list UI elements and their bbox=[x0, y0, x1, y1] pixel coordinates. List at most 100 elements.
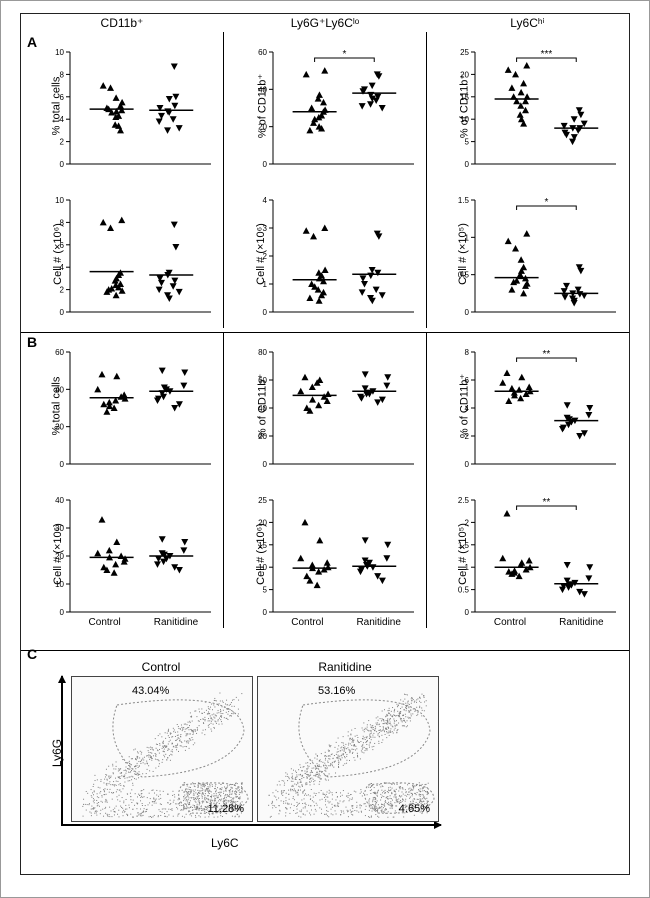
facs-title-1: Control bbox=[71, 660, 251, 674]
plot-cell: 0246810Cell # (×10⁶) bbox=[21, 180, 224, 328]
x-label: Ranitidine bbox=[343, 617, 414, 628]
svg-text:2: 2 bbox=[60, 286, 65, 295]
y-axis-label: Cell # (×10⁵) bbox=[457, 223, 469, 285]
svg-text:1.5: 1.5 bbox=[458, 196, 470, 205]
y-axis-label: % of CD11b⁺ bbox=[458, 374, 471, 438]
x-label: Control bbox=[474, 617, 545, 628]
vsep bbox=[426, 32, 427, 328]
vsep bbox=[223, 32, 224, 328]
facs-plot: 43.04% 11.28% bbox=[71, 676, 253, 822]
svg-text:10: 10 bbox=[55, 48, 64, 57]
facs-plot: 53.16% 4.65% bbox=[257, 676, 439, 822]
row-a1: 0246810 % total cells 0204060* % of CD11b⁺… bbox=[21, 32, 629, 180]
svg-text:0: 0 bbox=[60, 160, 65, 169]
facs-upper-pct: 53.16% bbox=[318, 685, 355, 697]
svg-text:8: 8 bbox=[465, 348, 470, 357]
x-label: Ranitidine bbox=[140, 617, 211, 628]
plot-cell: 00.511.522.5** Cell # (×10⁵) bbox=[426, 480, 629, 628]
svg-text:**: ** bbox=[543, 349, 551, 360]
strip-plot: 020406080 bbox=[272, 352, 414, 470]
section-label-c: C bbox=[27, 646, 37, 662]
col-header-2: Ly6G⁺Ly6Cˡᵒ bbox=[291, 16, 360, 30]
svg-text:**: ** bbox=[543, 497, 551, 508]
svg-text:80: 80 bbox=[258, 348, 267, 357]
y-axis-label: Cell # (×10⁶) bbox=[52, 523, 64, 585]
svg-text:60: 60 bbox=[55, 348, 64, 357]
svg-text:60: 60 bbox=[258, 48, 267, 57]
svg-text:4: 4 bbox=[262, 196, 267, 205]
x-arrow bbox=[61, 824, 441, 826]
x-label: Control bbox=[69, 617, 140, 628]
strip-plot: 01234 bbox=[272, 200, 414, 318]
plot-cell: 0510152025 Cell # (×10⁶) bbox=[224, 480, 427, 628]
svg-text:0: 0 bbox=[60, 460, 65, 469]
strip-plot: 0246810 bbox=[69, 52, 211, 170]
strip-plot: 00.511.522.5** bbox=[474, 500, 616, 618]
svg-text:*: * bbox=[342, 49, 346, 60]
svg-text:2: 2 bbox=[60, 138, 65, 147]
content-box: CD11b⁺ Ly6G⁺Ly6Cˡᵒ Ly6Cʰⁱ A 0246810% tot… bbox=[20, 13, 630, 875]
c-xlabel: Ly6C bbox=[211, 836, 239, 850]
plot-cell: 00.511.5* Cell # (×10⁵) bbox=[426, 180, 629, 328]
svg-text:2.5: 2.5 bbox=[458, 496, 470, 505]
y-axis-label: Cell # (×10⁶) bbox=[52, 223, 64, 285]
svg-text:0: 0 bbox=[60, 608, 65, 617]
strip-plot: 010203040 bbox=[69, 500, 211, 618]
svg-text:*: * bbox=[545, 197, 549, 208]
panel-b: B 0204060% total cells 020406080% of CD1… bbox=[21, 332, 629, 628]
svg-text:5: 5 bbox=[262, 586, 267, 595]
plot-cell: 0204060 % total cells bbox=[21, 332, 224, 480]
svg-text:25: 25 bbox=[460, 48, 469, 57]
vsep bbox=[223, 332, 224, 628]
svg-text:0: 0 bbox=[262, 460, 267, 469]
y-axis-label: % total cells bbox=[50, 77, 62, 136]
plot-cell: 0510152025***% of CD11b⁺ bbox=[426, 32, 629, 180]
svg-text:0: 0 bbox=[60, 308, 65, 317]
svg-text:0: 0 bbox=[465, 160, 470, 169]
facs-lower-pct: 4.65% bbox=[399, 803, 430, 815]
row-b2: 010203040 Cell # (×10⁶) 0510152025 Cell # … bbox=[21, 480, 629, 628]
y-axis-label: % of CD11b⁺ bbox=[255, 74, 268, 138]
col-header-1: CD11b⁺ bbox=[101, 16, 144, 30]
svg-text:0: 0 bbox=[465, 308, 470, 317]
svg-text:***: *** bbox=[541, 49, 553, 60]
strip-plot: 00.511.5* bbox=[474, 200, 616, 318]
plot-cell: 010203040 Cell # (×10⁶) bbox=[21, 480, 224, 628]
strip-plot: 0510152025*** bbox=[474, 52, 616, 170]
svg-text:10: 10 bbox=[55, 196, 64, 205]
plot-cell: 02468**% of CD11b⁺ bbox=[426, 332, 629, 480]
x-label: Ranitidine bbox=[546, 617, 617, 628]
panel-a: A 0246810% total cells 0204060*% of CD11… bbox=[21, 32, 629, 328]
svg-text:0: 0 bbox=[465, 460, 470, 469]
svg-text:0: 0 bbox=[262, 608, 267, 617]
x-label: Control bbox=[272, 617, 343, 628]
svg-text:5: 5 bbox=[465, 138, 470, 147]
y-axis-label: Cell # (×10⁶) bbox=[255, 523, 267, 585]
y-axis-label: % of CD11b⁺ bbox=[255, 374, 268, 438]
figure: CD11b⁺ Ly6G⁺Ly6Cˡᵒ Ly6Cʰⁱ A 0246810% tot… bbox=[0, 0, 650, 898]
strip-plot: 0204060* bbox=[272, 52, 414, 170]
strip-plot: 0510152025 bbox=[272, 500, 414, 618]
y-axis-label: Cell # (×10⁵) bbox=[457, 523, 469, 585]
plot-cell: 020406080 % of CD11b⁺ bbox=[224, 332, 427, 480]
y-axis-label: % of CD11b⁺ bbox=[458, 74, 471, 138]
row-a2: 0246810Cell # (×10⁶) 01234Cell # (×10⁶) … bbox=[21, 180, 629, 328]
plot-cell: 0204060* % of CD11b⁺ bbox=[224, 32, 427, 180]
svg-text:0: 0 bbox=[262, 160, 267, 169]
strip-plot: 0204060 bbox=[69, 352, 211, 470]
col-header-3: Ly6Cʰⁱ bbox=[510, 16, 544, 30]
vsep bbox=[426, 332, 427, 628]
strip-plot: 02468** bbox=[474, 352, 616, 470]
svg-text:0.5: 0.5 bbox=[458, 586, 470, 595]
plot-cell: 01234 Cell # (×10⁶) bbox=[224, 180, 427, 328]
facs-upper-pct: 43.04% bbox=[132, 685, 169, 697]
c-ylabel: Ly6G bbox=[50, 739, 64, 767]
svg-text:40: 40 bbox=[55, 496, 64, 505]
panel-c: C Ly6G Ly6C Control Ranitidine 43.04% 11… bbox=[21, 646, 629, 852]
facs-title-2: Ranitidine bbox=[255, 660, 435, 674]
svg-text:0: 0 bbox=[465, 608, 470, 617]
y-axis-label: % total cells bbox=[50, 377, 62, 436]
facs-wrap: 43.04% 11.28% 53.16% 4.65% bbox=[71, 676, 439, 822]
y-axis-label: Cell # (×10⁶) bbox=[255, 223, 267, 285]
row-b1: 0204060 % total cells 020406080 % of CD11b… bbox=[21, 332, 629, 480]
